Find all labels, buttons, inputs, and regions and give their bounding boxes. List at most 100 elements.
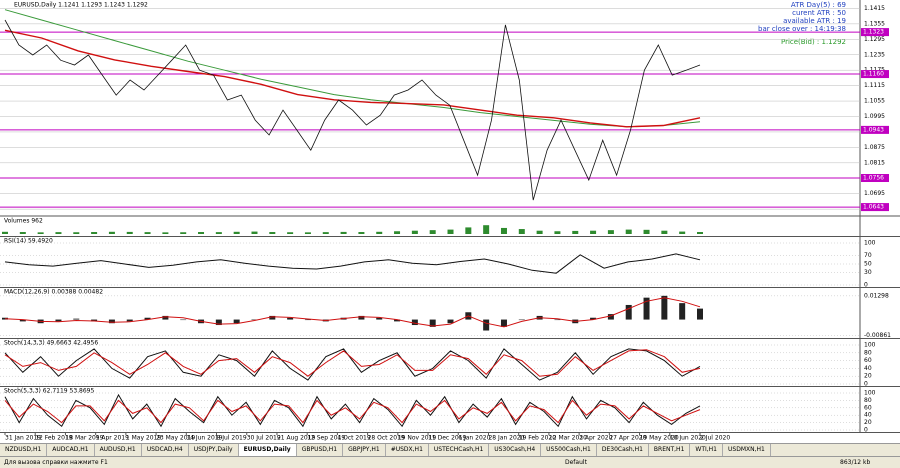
- chart-tab[interactable]: GBPUSD,H1: [297, 444, 344, 456]
- status-profile: Default: [565, 459, 587, 466]
- x-tick-label: 10 Jun 2020: [670, 435, 706, 442]
- y-tick-label: 1.0995: [864, 113, 885, 120]
- panel-label: RSI(14) 59.4920: [4, 238, 53, 245]
- volume-bar: [643, 229, 650, 234]
- x-tick-label: 19 Nov 2019: [398, 435, 437, 442]
- volume-bar: [607, 230, 614, 234]
- y-tick-label: 80: [864, 349, 872, 356]
- level-label: 1.0643: [863, 204, 884, 211]
- y-tick-label: 1.1115: [864, 82, 885, 89]
- volume-bar: [2, 231, 8, 234]
- volume-bar: [251, 231, 258, 234]
- volume-bar: [162, 232, 169, 234]
- macd-bar: [447, 319, 454, 324]
- y-tick-label: 0: [864, 381, 868, 388]
- x-tick-label: 19 Feb 2020: [519, 435, 557, 442]
- macd-bar: [19, 319, 26, 322]
- y-tick-label: 40: [864, 412, 872, 419]
- macd-bar: [643, 297, 650, 320]
- macd-bar: [429, 319, 436, 327]
- chart-tab[interactable]: USTECHCash,H1: [429, 444, 490, 456]
- y-tick-label: 80: [864, 397, 872, 404]
- macd-bar: [304, 319, 311, 321]
- macd-bar: [590, 317, 597, 320]
- y-tick-label: 20: [864, 373, 872, 380]
- y-tick-label: 40: [864, 365, 872, 372]
- price-line: [4, 19, 701, 201]
- macd-bar: [2, 317, 8, 320]
- volume-bar: [411, 230, 418, 234]
- volume-bar: [180, 232, 187, 234]
- x-tick-label: 14 Jun 2019: [186, 435, 222, 442]
- x-tick-label: 30 Jul 2019: [247, 435, 281, 442]
- x-tick-label: 6 Jan 2020: [458, 435, 490, 442]
- panel-label: MACD(12,26,9) 0.00388 0.00482: [4, 289, 103, 296]
- macd-bar: [91, 319, 98, 322]
- info-line: ATR Day(5) : 69: [791, 1, 846, 9]
- signal-line: [4, 349, 701, 377]
- indicator-line: [4, 253, 701, 274]
- y-tick-label: -0.00861: [864, 332, 891, 339]
- chart-tab[interactable]: USDCAD,H4: [142, 444, 189, 456]
- chart-tab[interactable]: DE30Cash,H1: [597, 444, 649, 456]
- macd-bar: [287, 317, 294, 320]
- chart-tab[interactable]: WTI,H1: [690, 444, 723, 456]
- y-tick-label: 1.1055: [864, 98, 885, 105]
- macd-bar: [180, 319, 187, 321]
- macd-bar: [411, 319, 418, 326]
- x-tick-label: 23 May 2019: [156, 435, 195, 442]
- volume-bar: [55, 232, 62, 234]
- level-label: 1.1323: [863, 29, 884, 36]
- volume-bar: [108, 231, 115, 234]
- volume-bar: [322, 232, 329, 234]
- volume-bar: [144, 232, 151, 234]
- y-tick-label: 1.1355: [864, 20, 885, 27]
- chart-tab[interactable]: BRENT,H1: [649, 444, 691, 456]
- macd-bar: [661, 295, 668, 320]
- chart-tab[interactable]: USDJPY,Daily: [189, 444, 239, 456]
- y-tick-label: 1.1415: [864, 5, 885, 12]
- macd-bar: [679, 303, 686, 320]
- x-tick-label: 21 Aug 2019: [277, 435, 316, 442]
- x-tick-label: 12 Feb 2019: [35, 435, 73, 442]
- macd-bar: [215, 319, 222, 326]
- panel-label: Volumes 962: [4, 218, 43, 225]
- chart-tab[interactable]: GBPJPY,H1: [343, 444, 386, 456]
- chart-tab[interactable]: USDMXN,H1: [723, 444, 771, 456]
- x-tick-label: 11 Dec 2019: [428, 435, 467, 442]
- volume-bar: [358, 232, 365, 234]
- level-box: [861, 70, 889, 79]
- chart-tab[interactable]: EURUSD,Daily: [238, 444, 297, 456]
- level-box: [861, 28, 889, 37]
- chart-tab[interactable]: AUDUSD,H1: [95, 444, 142, 456]
- volume-bar: [572, 230, 579, 234]
- y-tick-label: 1.0695: [864, 190, 885, 197]
- x-tick-label: 3 Apr 2020: [579, 435, 612, 442]
- volume-bar: [19, 232, 26, 234]
- chart-tab[interactable]: NZDUSD,H1: [0, 444, 48, 456]
- chart-tab[interactable]: US500Cash,H1: [541, 444, 597, 456]
- macd-bar: [697, 308, 703, 320]
- chart-tab[interactable]: US30Cash,H4: [489, 444, 542, 456]
- macd-bar: [55, 319, 62, 322]
- volume-bar: [465, 227, 472, 234]
- y-tick-label: 100: [864, 390, 876, 397]
- x-tick-label: 31 Jan 2019: [5, 435, 41, 442]
- macd-bar: [376, 317, 383, 320]
- chart-tab[interactable]: AUDCAD,H1: [47, 444, 95, 456]
- x-tick-label: 12 Sep 2019: [307, 435, 345, 442]
- x-tick-label: 1 May 2019: [126, 435, 161, 442]
- volume-bar: [518, 229, 525, 234]
- info-line: bar close over : 14:19:38: [758, 25, 846, 33]
- macd-bar: [394, 319, 401, 322]
- macd-bar: [144, 317, 151, 320]
- x-tick-label: 19 May 2020: [640, 435, 679, 442]
- ma-slow: [4, 9, 701, 128]
- x-tick-label: 28 Jan 2020: [488, 435, 524, 442]
- signal-line: [4, 297, 701, 328]
- y-tick-label: 60: [864, 404, 872, 411]
- chart-tab[interactable]: #USDX,H1: [386, 444, 429, 456]
- volume-bar: [447, 229, 454, 234]
- x-tick-label: 4 Oct 2019: [337, 435, 370, 442]
- volume-bar: [198, 232, 205, 234]
